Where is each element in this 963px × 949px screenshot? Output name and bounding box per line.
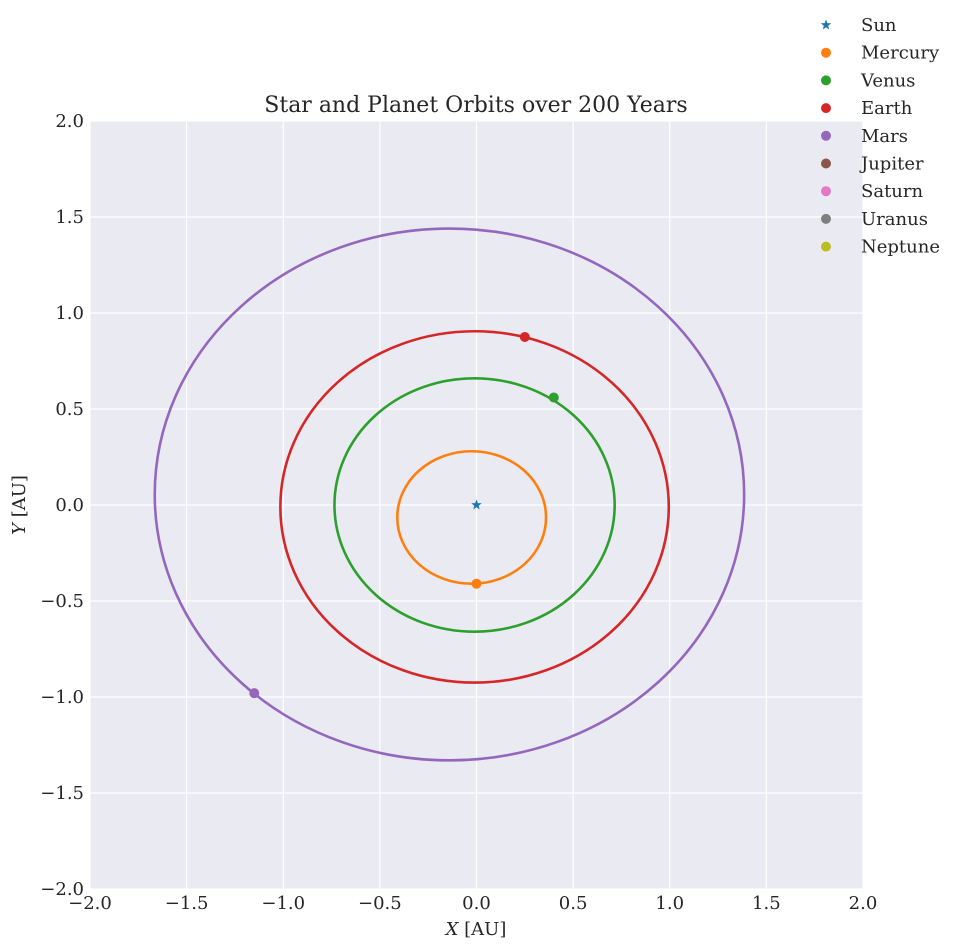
legend-neptune-label: Neptune: [861, 237, 940, 258]
mars-orbit: [153, 227, 746, 762]
y-tick-labels: −2.0 −1.5 −1.0 −0.5 0.0 0.5 1.0 1.5 2.0: [40, 111, 84, 900]
legend: Sun Mercury Venus Earth Mars Jupiter Saturn Ura…: [820, 15, 940, 258]
x-tick-label: 0.0: [462, 893, 491, 914]
mercury-marker: [471, 578, 482, 589]
y-tick-label: −2.0: [40, 879, 84, 900]
legend-mars-swatch: [821, 130, 831, 141]
y-tick-label: −0.5: [40, 591, 84, 612]
legend-earth-label: Earth: [861, 98, 913, 119]
x-tick-label: 0.5: [559, 893, 588, 914]
y-tick-label: 1.0: [55, 303, 84, 324]
y-tick-label: 0.0: [55, 495, 84, 516]
earth-orbit: [279, 329, 671, 684]
y-tick-label: −1.0: [40, 687, 84, 708]
earth-marker: [519, 332, 530, 342]
x-tick-label: −0.5: [358, 893, 402, 914]
legend-venus-swatch: [821, 75, 831, 86]
x-tick-label: −1.5: [165, 893, 209, 914]
x-tick-label: 1.0: [655, 893, 684, 914]
legend-saturn-swatch: [821, 186, 831, 197]
legend-venus-label: Venus: [860, 70, 915, 91]
y-tick-label: 0.5: [55, 399, 84, 420]
orbits: [153, 227, 746, 762]
x-tick-label: 2.0: [849, 893, 878, 914]
legend-mercury-label: Mercury: [861, 43, 940, 64]
legend-earth-swatch: [821, 103, 831, 114]
legend-jupiter-swatch: [821, 158, 831, 169]
legend-uranus-label: Uranus: [861, 209, 928, 230]
planet-positions: [249, 332, 559, 699]
x-tick-labels: −2.0 −1.5 −1.0 −0.5 0.0 0.5 1.0 1.5 2.0: [68, 893, 877, 914]
y-axis-label: Y [AU]: [9, 475, 30, 535]
mars-marker: [249, 688, 260, 699]
legend-neptune-swatch: [821, 241, 831, 252]
y-tick-label: 1.5: [55, 207, 84, 228]
legend-sun-label: Sun: [861, 15, 897, 36]
x-tick-label: 1.5: [752, 893, 781, 914]
legend-saturn-label: Saturn: [861, 181, 923, 202]
x-tick-label: −1.0: [261, 893, 305, 914]
y-tick-label: −1.5: [40, 783, 84, 804]
venus-marker: [548, 392, 559, 403]
legend-mars-label: Mars: [861, 126, 908, 147]
venus-orbit: [333, 376, 616, 634]
y-tick-label: 2.0: [55, 111, 84, 132]
legend-jupiter-label: Jupiter: [859, 154, 924, 175]
legend-sun-swatch: [820, 19, 832, 30]
legend-mercury-swatch: [821, 47, 831, 58]
sun-marker: [471, 499, 482, 510]
legend-uranus-swatch: [821, 213, 831, 224]
x-tick-label: −2.0: [68, 893, 112, 914]
x-axis-label: X [AU]: [444, 919, 507, 940]
chart-title: Star and Planet Orbits over 200 Years: [264, 93, 687, 118]
